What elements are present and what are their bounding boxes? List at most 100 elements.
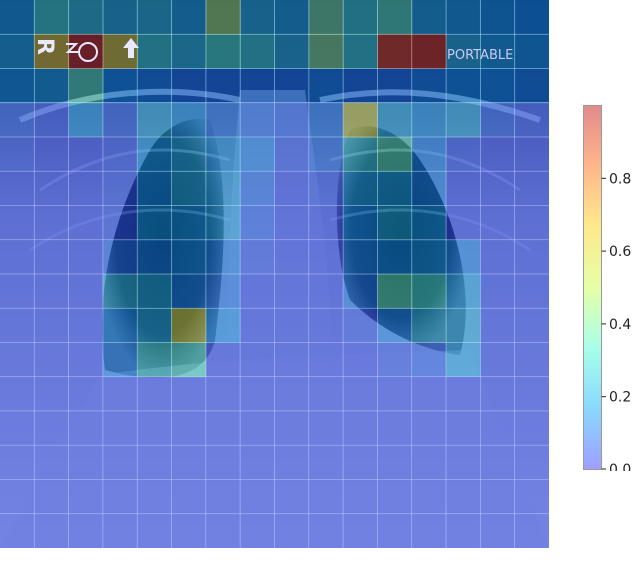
heatmap-cell: [308, 171, 344, 206]
heatmap-cell: [34, 102, 70, 138]
heatmap-cell: [240, 513, 275, 548]
heatmap-cell: [34, 445, 70, 480]
heatmap-cell: [308, 376, 344, 412]
heatmap-cell: [102, 479, 138, 515]
heatmap-cell: [68, 68, 104, 104]
heatmap-cell: [343, 239, 378, 275]
heatmap-cell: [514, 411, 549, 446]
heatmap-cell: [240, 308, 275, 343]
heatmap-cell: [514, 274, 549, 309]
heatmap-cell: [102, 68, 138, 104]
heatmap-cell: [411, 308, 447, 343]
heatmap-cell: [240, 342, 275, 378]
heatmap-cell: [102, 171, 138, 206]
heatmap-cell: [308, 239, 344, 275]
heatmap-cell: [514, 171, 549, 206]
heatmap-cell: [68, 239, 104, 275]
up-arrow-icon: [123, 38, 139, 58]
heatmap-cell: [308, 308, 344, 343]
heatmap-cell: [205, 411, 241, 446]
heatmap-cell: [34, 137, 70, 172]
heatmap-cell: [137, 376, 173, 412]
heatmap-cell: [205, 445, 241, 480]
heatmap-cell: [68, 411, 104, 446]
heatmap-cell: [308, 274, 344, 309]
heatmap-cell: [34, 205, 70, 241]
heatmap-cell: [102, 342, 138, 378]
heatmap-cell: [171, 239, 207, 275]
heatmap-cell: [411, 68, 447, 104]
heatmap-cell: [343, 513, 378, 548]
colorbar-tick-label: 0.6: [609, 244, 631, 260]
heatmap-cell: [480, 411, 516, 446]
heatmap-cell: [480, 376, 516, 412]
heatmap-cell: [480, 102, 516, 138]
heatmap-cell: [446, 342, 481, 378]
heatmap-cell: [411, 239, 447, 275]
heatmap-cell: [411, 102, 447, 138]
heatmap-cell: [34, 274, 70, 309]
heatmap-cell: [411, 376, 447, 412]
marker-squiggle-icon: [65, 43, 79, 53]
heatmap-cell: [514, 479, 549, 515]
heatmap-cell: [240, 171, 275, 206]
heatmap-cell: [205, 137, 241, 172]
heatmap-cell: [137, 205, 173, 241]
heatmap-cell: [205, 479, 241, 515]
heatmap-cell: [102, 205, 138, 241]
heatmap-cell: [34, 308, 70, 343]
heatmap-cell: [0, 137, 35, 172]
heatmap-cell: [0, 102, 35, 138]
heatmap-cell: [102, 239, 138, 275]
heatmap-cell: [377, 102, 413, 138]
heatmap-cell: [102, 411, 138, 446]
heatmap-cell: [34, 171, 70, 206]
heatmap-cell: [377, 137, 413, 172]
heatmap-cell: [343, 445, 378, 480]
heatmap-cell: [308, 205, 344, 241]
heatmap-cell: [171, 34, 207, 69]
heatmap-cell: [274, 513, 310, 548]
clavicle-right: [18, 88, 241, 123]
heatmap-cell: [102, 137, 138, 172]
heatmap-cell: [411, 0, 447, 35]
heatmap-cell: [377, 411, 413, 446]
heatmap-cell: [446, 205, 481, 241]
heatmap-cell: [0, 34, 35, 69]
heatmap-cell: [68, 102, 104, 138]
heatmap-cell: [102, 274, 138, 309]
heatmap-cell: [68, 342, 104, 378]
heatmap-cell: [411, 342, 447, 378]
heatmap-cell: [480, 205, 516, 241]
heatmap-cell: [137, 34, 173, 69]
heatmap-cell: [514, 102, 549, 138]
heatmap-cell: [411, 34, 447, 69]
marker-circle-icon: [78, 42, 98, 62]
colorbar-tick-label: 0.2: [609, 390, 631, 406]
heatmap-cell: [274, 239, 310, 275]
heatmap-cell: [377, 308, 413, 343]
heatmap-cell: [343, 68, 378, 104]
heatmap-cell: [171, 68, 207, 104]
colorbar-gradient: [583, 105, 602, 470]
heatmap-cell: [0, 479, 35, 515]
heatmap-cell: [34, 513, 70, 548]
heatmap-cell: [514, 342, 549, 378]
heatmap-cell: [480, 513, 516, 548]
colorbar-tick-label: 0.8: [609, 171, 631, 187]
heatmap-cell: [274, 0, 310, 35]
heatmap-cell: [446, 34, 481, 69]
heatmap-cell: [480, 171, 516, 206]
heatmap-cell: [240, 411, 275, 446]
heatmap-cell: [171, 171, 207, 206]
heatmap-cell: [377, 171, 413, 206]
heatmap-cell: [480, 137, 516, 172]
heatmap-cell: [137, 513, 173, 548]
heatmap-cell: [343, 171, 378, 206]
heatmap-cell: [240, 0, 275, 35]
heatmap-cell: [411, 513, 447, 548]
heatmap-grid: [0, 33, 549, 69]
heatmap-cell: [205, 34, 241, 69]
heatmap-cell: [102, 513, 138, 548]
heatmap-cell: [343, 102, 378, 138]
